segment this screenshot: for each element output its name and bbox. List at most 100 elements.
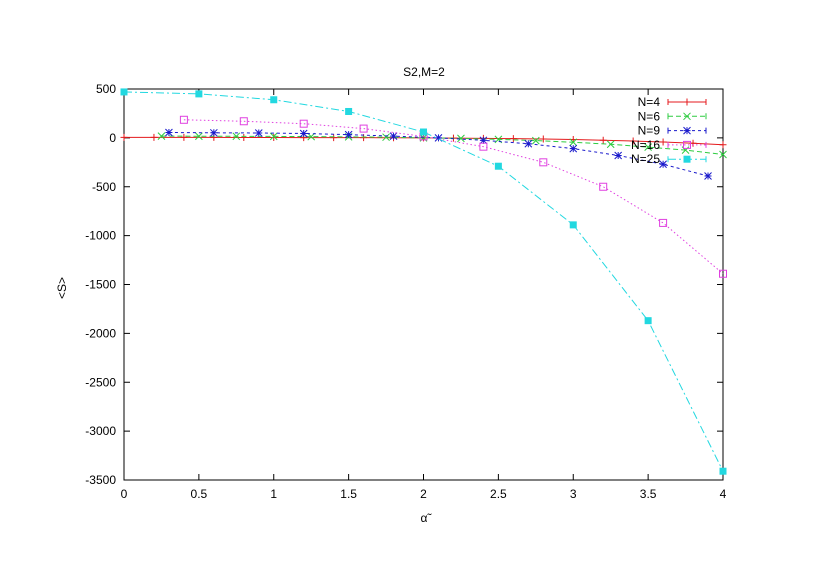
data-point [239, 117, 248, 126]
legend-marker [683, 140, 691, 149]
data-point [359, 124, 368, 133]
legend-errorbar-cap [667, 127, 707, 134]
x-tick-label: 2.5 [490, 487, 507, 501]
legend-label: N=6 [638, 109, 661, 123]
series-n6 [157, 132, 727, 159]
data-point [509, 135, 517, 143]
y-tick-label: 500 [96, 82, 116, 96]
data-point [524, 139, 533, 148]
data-point [479, 142, 488, 151]
data-point [209, 128, 218, 137]
axes: 0 0.5 1 1.5 2 2.5 3 3.5 4 500 0 -500 -1000 -1500 -2000… [85, 82, 726, 501]
data-point [195, 132, 203, 141]
x-tick-label: 3.5 [640, 487, 657, 501]
x-tick-label: 2 [420, 487, 427, 501]
y-tick-label: -500 [92, 180, 116, 194]
data-point [307, 132, 316, 141]
data-point [719, 150, 727, 159]
data-point [494, 162, 502, 170]
y-tick-label: -3000 [85, 424, 116, 438]
data-point [269, 132, 278, 141]
data-point [330, 134, 338, 142]
data-point [719, 467, 727, 475]
x-axis-label: α̃ [421, 511, 433, 525]
series-n9 [165, 128, 712, 180]
y-tick-label: -3500 [85, 473, 116, 487]
data-point [569, 221, 577, 229]
data-point [389, 132, 398, 140]
data-point [299, 119, 308, 128]
data-point [644, 143, 652, 152]
x-tick-label: 4 [720, 487, 727, 501]
data-point [569, 138, 578, 147]
data-point [240, 133, 248, 141]
data-point [659, 160, 667, 169]
data-point [165, 128, 173, 137]
x-tick-label: 0 [121, 487, 128, 501]
series-n25 [120, 88, 727, 475]
data-point [434, 134, 443, 142]
x-tick-label: 0.5 [191, 487, 208, 501]
data-point [531, 136, 540, 145]
data-point [345, 107, 353, 115]
y-tick-label: -1000 [85, 229, 116, 243]
data-point [179, 115, 188, 124]
x-tick-label: 1.5 [340, 487, 357, 501]
x-tick-label: 1 [270, 487, 277, 501]
data-point [457, 134, 465, 143]
data-point [382, 133, 390, 142]
legend-label: N=9 [638, 124, 661, 138]
series-line [123, 91, 724, 472]
data-point [629, 137, 637, 145]
data-point [270, 133, 278, 141]
data-point [120, 133, 128, 141]
data-point [344, 130, 353, 139]
series-n16 [179, 115, 727, 278]
y-tick-label: -2000 [85, 326, 116, 340]
data-point [420, 128, 427, 136]
y-tick-label: 0 [109, 131, 116, 145]
legend-errorbar-cap [667, 99, 707, 105]
legend-errorbar-cap [667, 156, 707, 163]
series-line [161, 135, 724, 155]
data-point [569, 144, 578, 153]
data-point [479, 136, 488, 145]
data-point [232, 132, 241, 141]
y-axis-label: <S> [55, 277, 69, 299]
legend-label: N=4 [638, 95, 661, 109]
data-point [150, 133, 158, 141]
data-point [704, 172, 712, 180]
data-point [270, 96, 278, 104]
data-point [195, 90, 203, 98]
legend: N=4N=6N=9N=16N=25 [631, 95, 707, 166]
y-tick-label: -1500 [85, 278, 116, 292]
legend-label: N=25 [631, 152, 660, 166]
data-point [606, 140, 615, 149]
data-point [539, 135, 547, 143]
legend-label: N=16 [631, 138, 660, 152]
data-point [599, 182, 608, 191]
data-point [599, 136, 607, 144]
data-point [659, 218, 668, 227]
data-point [299, 129, 308, 138]
legend-errorbar-cap [667, 141, 707, 148]
data-point [719, 141, 727, 149]
y-tick-label: -2500 [85, 375, 116, 389]
data-point [659, 138, 667, 146]
data-point [719, 269, 727, 278]
data-point [254, 129, 263, 137]
legend-marker [683, 98, 691, 106]
chart-title: S2,M=2 [403, 65, 445, 79]
x-tick-label: 3 [570, 487, 577, 501]
data-point [644, 317, 652, 325]
legend-marker [683, 112, 691, 121]
data-point [157, 132, 166, 140]
data-point [180, 133, 188, 141]
legend-marker [683, 155, 691, 163]
legend-marker [683, 126, 691, 135]
legend-errorbar-cap [667, 113, 707, 120]
series-layer [120, 88, 727, 475]
data-point [614, 151, 623, 160]
data-point [539, 158, 548, 167]
